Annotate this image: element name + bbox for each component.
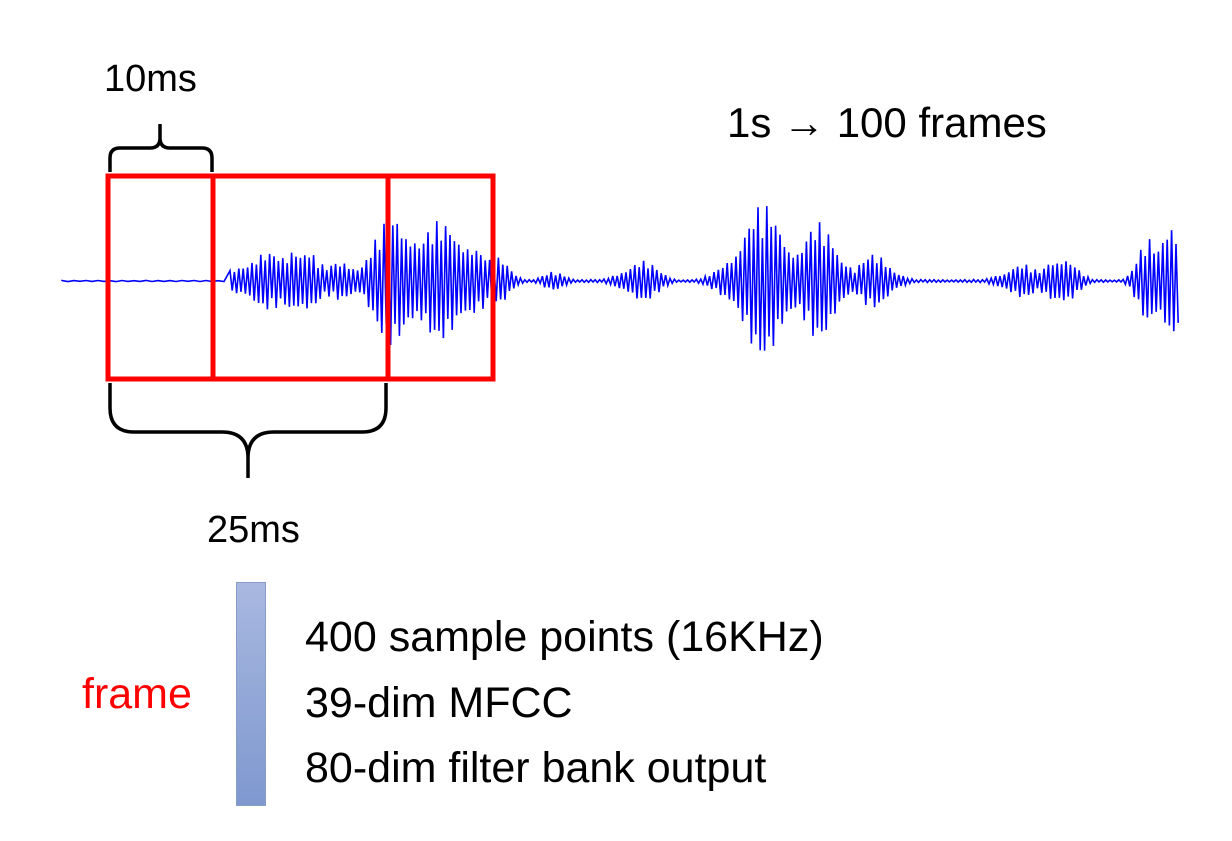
window-boxes [105, 173, 496, 382]
frame-vector-bar [236, 582, 266, 806]
frame-label: frame [82, 670, 192, 718]
frame-info-mfcc: 39-dim MFCC [305, 679, 573, 727]
audio-waveform [61, 206, 1179, 351]
window-brace [108, 383, 388, 478]
frame-info-samples: 400 sample points (16KHz) [305, 613, 824, 661]
hop-brace [108, 124, 214, 172]
window-label: 25ms [207, 509, 300, 551]
window-box-2 [210, 173, 496, 382]
rate-label: 1s → 100 frames [727, 99, 1047, 146]
hop-label: 10ms [104, 58, 197, 100]
frame-info-filterbank: 80-dim filter bank output [305, 744, 767, 792]
